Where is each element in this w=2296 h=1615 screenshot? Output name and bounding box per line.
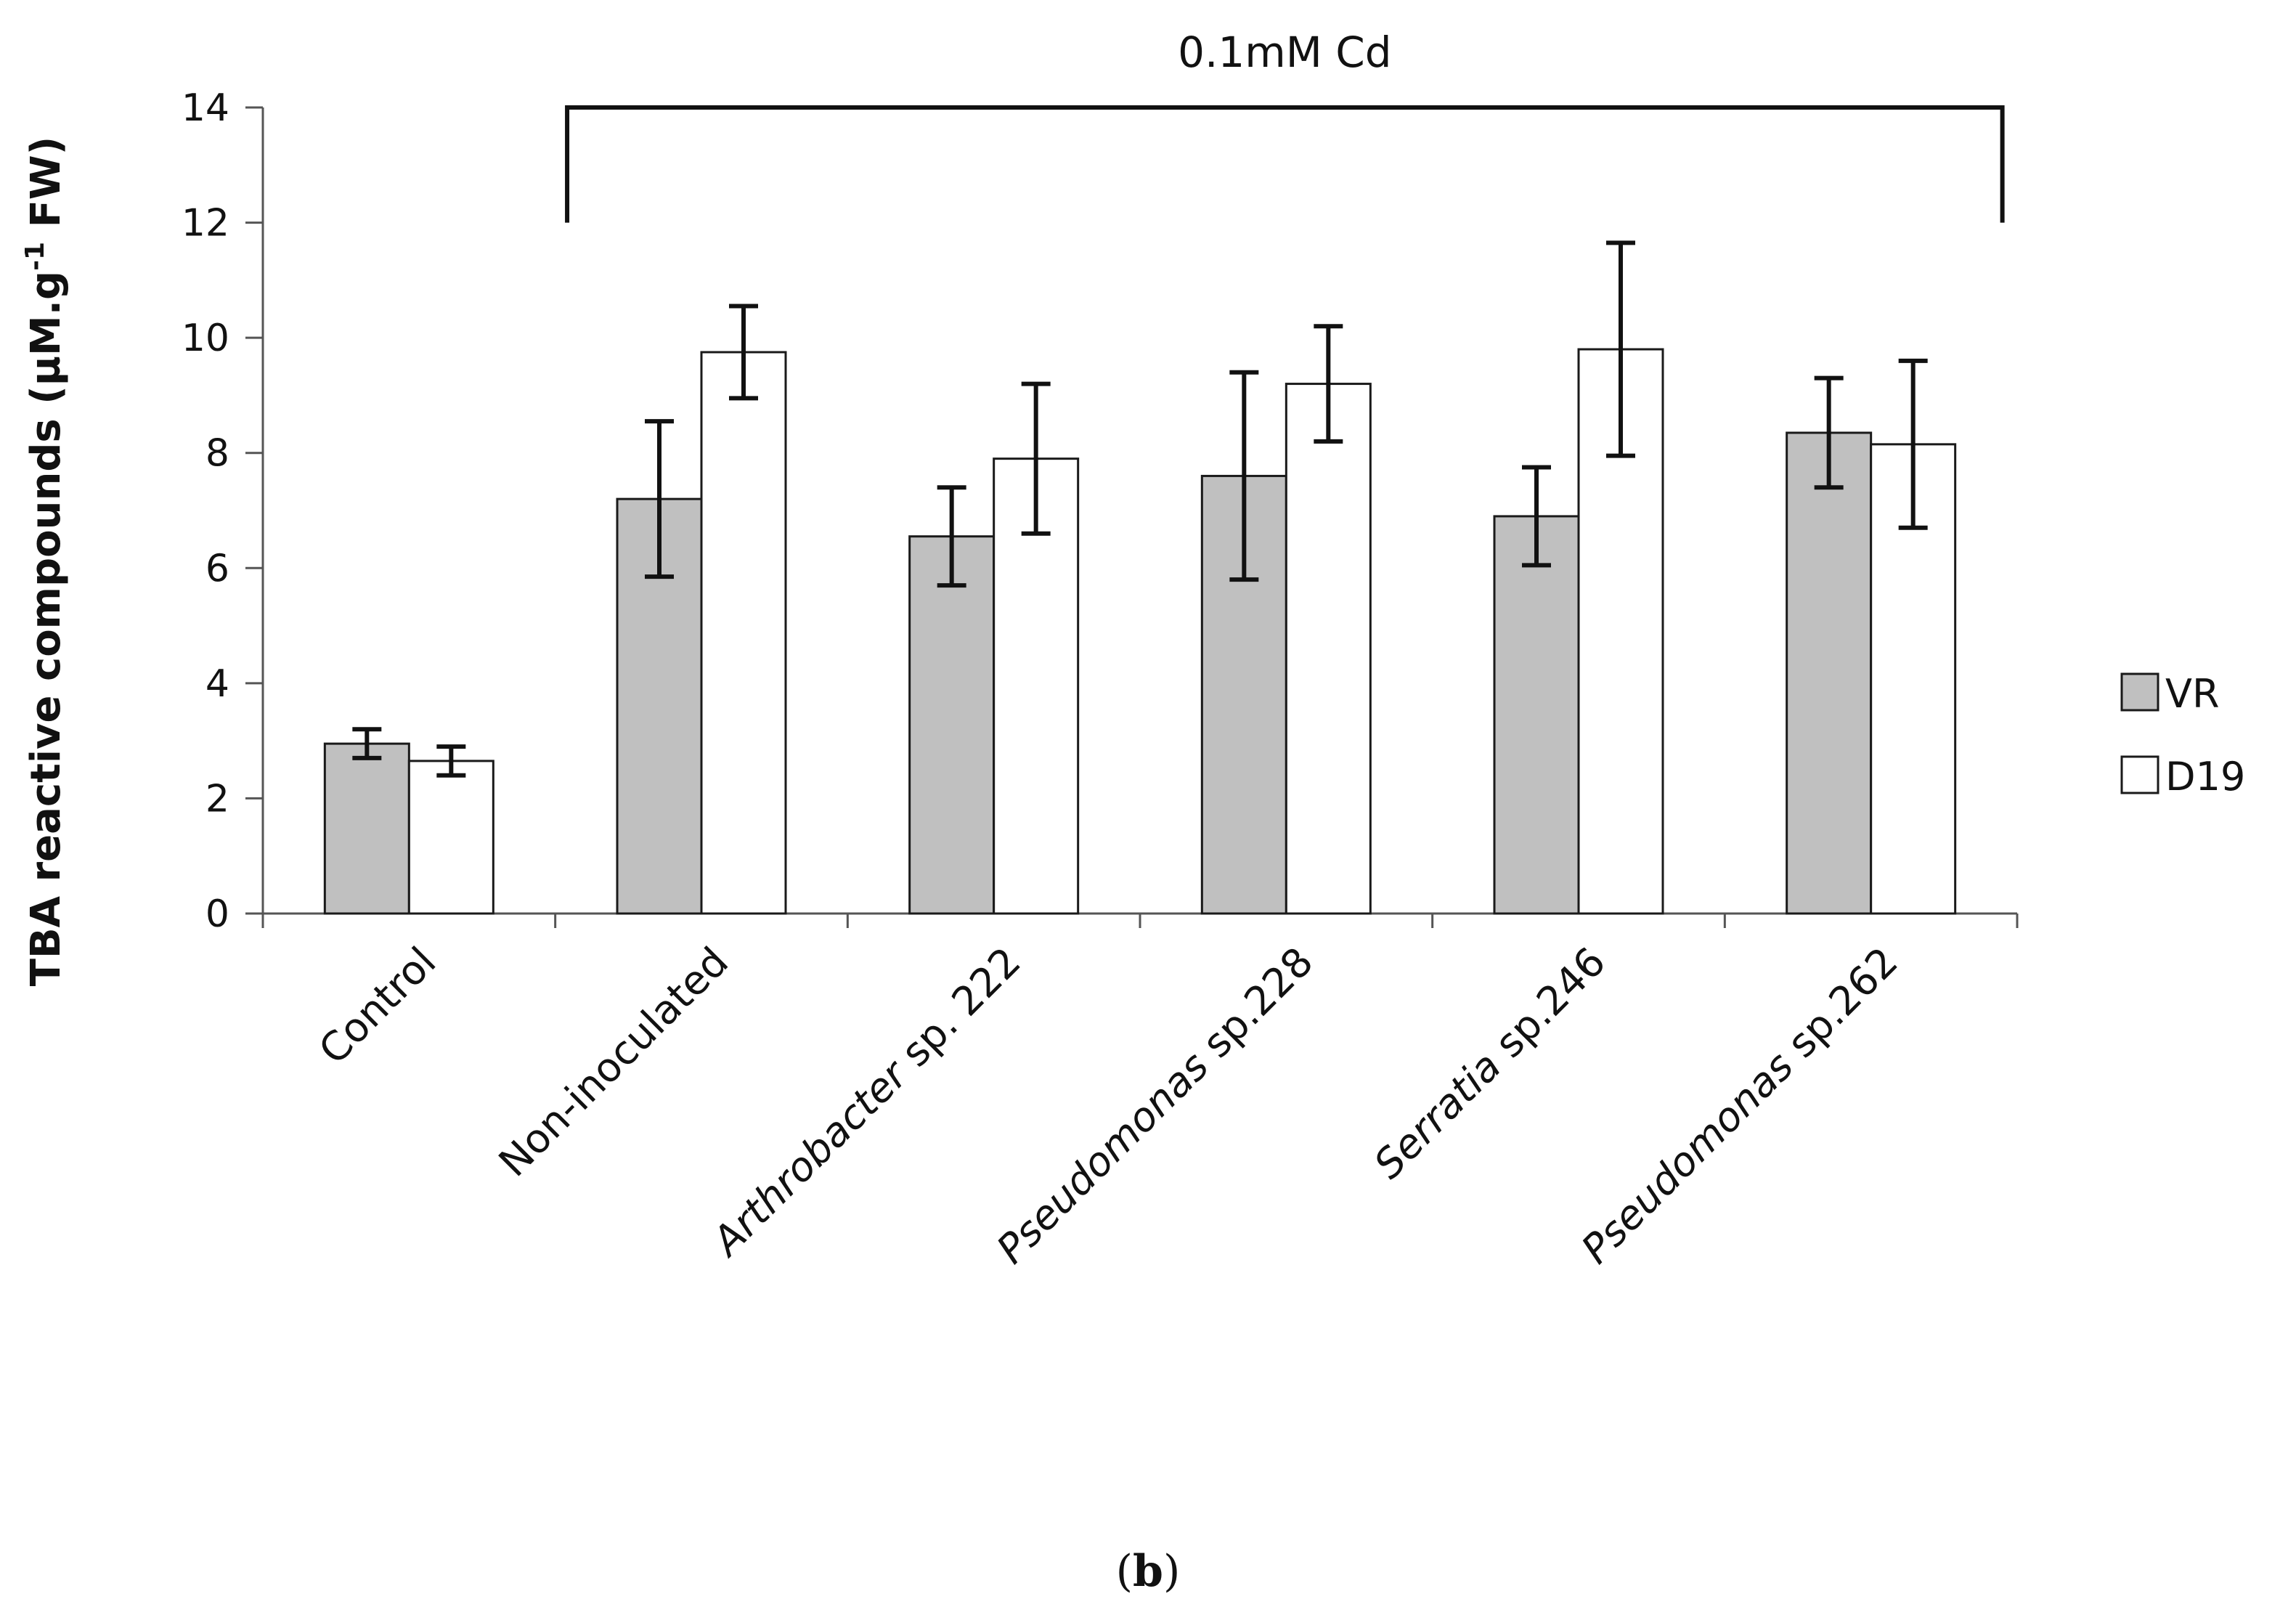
bar-d19 (407, 760, 494, 915)
x-category-label-part: Pseudomonas (1572, 1043, 1802, 1272)
cd-bracket (565, 105, 2005, 223)
x-category-label: Pseudomonas sp.228 (988, 938, 1322, 1272)
error-bars (352, 240, 1928, 778)
x-category-label-part: Arthrobacter (702, 1050, 918, 1266)
bar-d19 (1285, 383, 1372, 915)
bars (323, 348, 1957, 915)
legend-label-vr: VR (2165, 671, 2219, 717)
y-tick-label: 2 (205, 777, 229, 821)
y-tick-label: 4 (205, 662, 229, 706)
y-tick-label: 0 (205, 892, 229, 936)
annotation-text: 0.1mM Cd (1178, 28, 1392, 77)
x-category-label-part: Non-inoculated (490, 938, 738, 1186)
panel-label-group: (b) (1116, 1546, 1181, 1597)
x-category-label-part: Control (310, 938, 445, 1073)
y-tick-label: 8 (205, 432, 229, 476)
bar-vr (323, 742, 410, 915)
bar-vr (1786, 431, 1873, 915)
x-category-label: Control (310, 938, 445, 1073)
x-category-label: Non-inoculated (490, 938, 738, 1186)
panel-label-letter: b (1133, 1546, 1163, 1597)
x-category-label-part: sp.246 (1477, 938, 1614, 1075)
annotation-bracket: 0.1mM Cd (565, 28, 2005, 223)
y-axis: 0 2 4 6 8 10 12 14 (182, 86, 264, 936)
x-category-label-part: Pseudomonas (988, 1043, 1217, 1272)
bar-vr (1493, 515, 1580, 915)
bar-vr (908, 535, 996, 915)
x-category-label: Arthrobacter sp. 222 (702, 938, 1030, 1266)
y-tick-label: 14 (182, 86, 229, 130)
y-axis-title: TBA reactive compounds (µM.g-1 FW) (20, 137, 70, 986)
x-category-label-part: sp.228 (1184, 938, 1322, 1075)
legend: VR D19 (2120, 671, 2245, 800)
y-tick-label: 12 (182, 202, 229, 245)
legend-swatch-d19 (2120, 755, 2159, 794)
bar-d19 (700, 351, 787, 915)
y-axis-label: TBA reactive compounds (µM.g-1 FW) (20, 137, 70, 986)
x-category-label-part: sp. 222 (883, 938, 1030, 1085)
x-category-label-part: Serratia (1365, 1043, 1510, 1188)
y-axis-label-main: TBA reactive compounds (µM.g (23, 271, 70, 986)
x-category-label: Serratia sp.246 (1365, 938, 1614, 1187)
y-tick-label: 6 (205, 547, 229, 590)
y-tick-label: 10 (182, 317, 229, 360)
legend-swatch-vr (2120, 672, 2159, 712)
panel-label: (b) (1116, 1546, 1181, 1597)
x-category-label: Pseudomonas sp.262 (1572, 938, 1906, 1272)
legend-label-d19: D19 (2165, 754, 2245, 800)
y-axis-label-tail: FW) (23, 137, 70, 242)
panel-label-close: ) (1163, 1546, 1180, 1597)
x-category-label-part: sp.262 (1770, 938, 1907, 1075)
y-axis-label-sup: -1 (20, 242, 50, 271)
panel-label-open: ( (1116, 1546, 1133, 1597)
